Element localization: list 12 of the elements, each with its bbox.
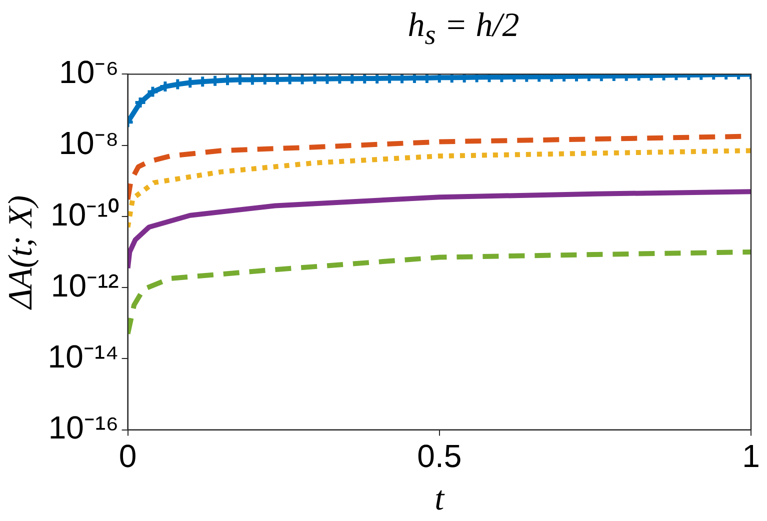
y-tick-label: 10⁻⁸ bbox=[58, 125, 119, 162]
y-tick-label: 10⁻¹⁴ bbox=[48, 338, 119, 375]
y-tick-label: 10⁻⁶ bbox=[59, 54, 119, 90]
x-tick-label: 0.5 bbox=[417, 438, 462, 474]
y-axis-title: ΔA(t; X) bbox=[2, 195, 40, 311]
y-tick-label: 10⁻¹⁰ bbox=[50, 196, 119, 232]
y-tick-label: 10⁻¹⁶ bbox=[48, 410, 119, 446]
x-tick-label: 0 bbox=[118, 438, 137, 474]
x-axis-title: t bbox=[434, 480, 446, 518]
x-tick-label: 1 bbox=[742, 438, 760, 474]
y-tick-label: 10⁻¹² bbox=[50, 267, 120, 304]
chart-title: h$_{s}$ = h/2 bbox=[406, 6, 520, 52]
